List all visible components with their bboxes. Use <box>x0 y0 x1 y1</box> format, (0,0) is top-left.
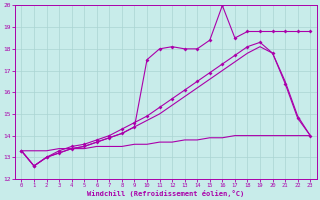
X-axis label: Windchill (Refroidissement éolien,°C): Windchill (Refroidissement éolien,°C) <box>87 190 244 197</box>
